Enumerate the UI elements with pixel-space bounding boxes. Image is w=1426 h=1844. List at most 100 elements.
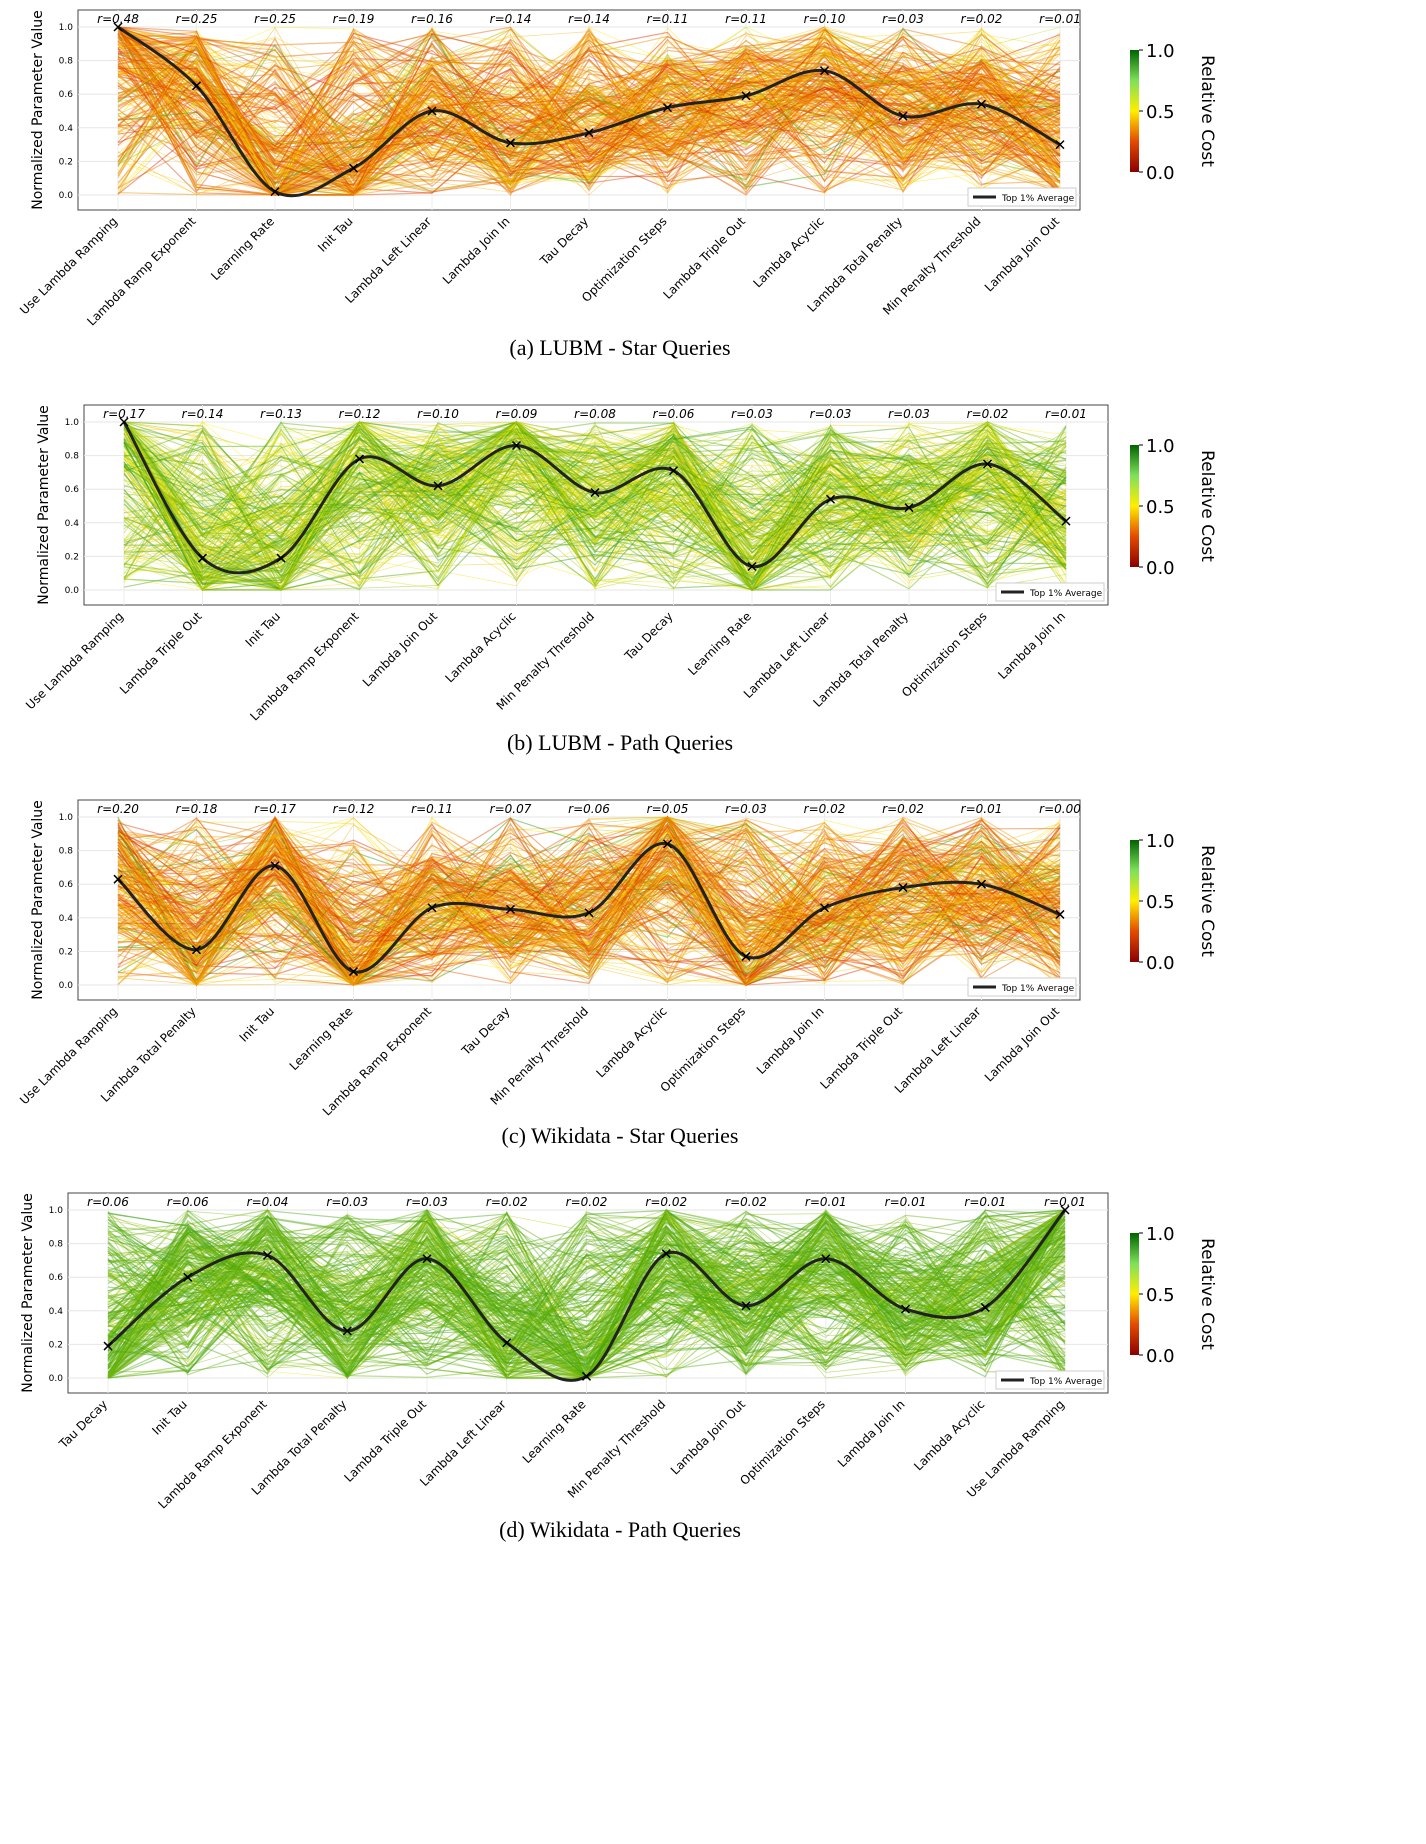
trial-line	[107, 1210, 1066, 1349]
trial-line	[117, 837, 1061, 986]
trial-line	[117, 33, 1061, 185]
trial-line	[123, 427, 1067, 588]
trial-line	[123, 426, 1067, 559]
axis-label: Learning Rate	[287, 1004, 356, 1073]
trial-line	[117, 821, 1061, 955]
trial-line	[117, 42, 1061, 191]
trial-line	[117, 26, 1061, 186]
trial-line	[117, 820, 1061, 986]
trial-line	[117, 47, 1061, 196]
y-tick-label: 0.6	[49, 1273, 64, 1283]
r-label: r=0.00	[1039, 802, 1081, 816]
trial-line	[123, 421, 1067, 591]
trial-line	[123, 422, 1067, 589]
trial-line	[117, 41, 1061, 196]
trial-line	[107, 1217, 1066, 1372]
trial-line	[123, 433, 1067, 576]
trial-line	[117, 818, 1061, 983]
trial-line	[123, 429, 1067, 591]
y-tick-label: 0.2	[59, 157, 73, 167]
trial-line	[117, 26, 1061, 187]
trial-line	[123, 428, 1067, 561]
trial-line	[117, 67, 1061, 196]
trial-line	[117, 26, 1061, 196]
average-marker	[980, 1302, 990, 1312]
axis-label: Tau Decay	[537, 214, 591, 268]
trial-line	[123, 435, 1067, 591]
trial-line	[117, 823, 1061, 970]
trial-line	[107, 1209, 1066, 1372]
trial-line	[117, 26, 1061, 189]
trial-line	[107, 1209, 1066, 1326]
r-label: r=0.01	[1044, 1195, 1086, 1209]
trial-line	[107, 1209, 1066, 1354]
trial-line	[123, 421, 1067, 591]
trial-line	[117, 848, 1061, 961]
trial-line	[117, 821, 1061, 986]
trial-line	[123, 421, 1067, 591]
trial-line	[117, 48, 1061, 172]
trial-line	[117, 45, 1061, 185]
trial-line	[107, 1211, 1066, 1371]
trial-line	[117, 824, 1061, 974]
trial-line	[107, 1222, 1066, 1377]
trial-line	[123, 432, 1067, 574]
trial-line	[107, 1235, 1066, 1371]
trial-line	[117, 825, 1061, 977]
y-tick-label: 0.2	[49, 1340, 63, 1350]
r-label: r=0.14	[182, 407, 224, 421]
trial-line	[123, 425, 1067, 564]
trial-line	[107, 1210, 1066, 1365]
trial-line	[107, 1227, 1066, 1360]
trial-line	[107, 1228, 1066, 1359]
trial-line	[107, 1212, 1066, 1369]
trial-line	[117, 26, 1061, 196]
trial-line	[117, 54, 1061, 196]
trial-line	[117, 26, 1061, 196]
trial-line	[107, 1211, 1066, 1356]
trial-line	[117, 831, 1061, 968]
trial-line	[117, 867, 1061, 986]
trial-line	[117, 832, 1061, 984]
colorbar-label: Relative Cost	[1197, 55, 1217, 167]
trial-line	[117, 833, 1061, 949]
trial-line	[123, 421, 1067, 579]
trial-line	[107, 1217, 1066, 1377]
trial-line	[117, 819, 1061, 986]
axis-label: Lambda Join Out	[982, 1004, 1062, 1084]
trial-line	[107, 1209, 1066, 1378]
trial-line	[123, 435, 1067, 578]
r-label: r=0.03	[725, 802, 767, 816]
trial-line	[117, 825, 1061, 986]
r-label: r=0.03	[731, 407, 773, 421]
axis-label: Tau Decay	[621, 609, 675, 663]
trial-line	[123, 421, 1067, 591]
trial-line	[123, 421, 1067, 567]
average-marker	[898, 111, 908, 121]
trial-line	[117, 826, 1061, 981]
trial-line	[123, 423, 1067, 564]
trial-line	[117, 818, 1061, 947]
trial-line	[107, 1236, 1066, 1366]
trial-line	[123, 421, 1067, 582]
trial-line	[117, 832, 1061, 975]
trial-line	[117, 36, 1061, 163]
trial-line	[117, 822, 1061, 986]
trial-line	[117, 856, 1061, 974]
trial-line	[117, 27, 1061, 184]
trial-line	[117, 29, 1061, 183]
trial-line	[117, 26, 1061, 195]
colorbar-tick: 0.5	[1146, 497, 1175, 518]
trial-line	[107, 1214, 1066, 1380]
trial-line	[107, 1225, 1066, 1364]
trial-line	[117, 36, 1061, 170]
trial-line	[123, 421, 1067, 584]
trial-line	[117, 27, 1061, 153]
trial-line	[123, 421, 1067, 581]
trial-line	[107, 1219, 1066, 1371]
trial-line	[123, 432, 1067, 591]
trial-line	[117, 818, 1061, 986]
trial-line	[123, 439, 1067, 591]
trial-line	[117, 817, 1061, 986]
trial-line	[117, 26, 1061, 168]
